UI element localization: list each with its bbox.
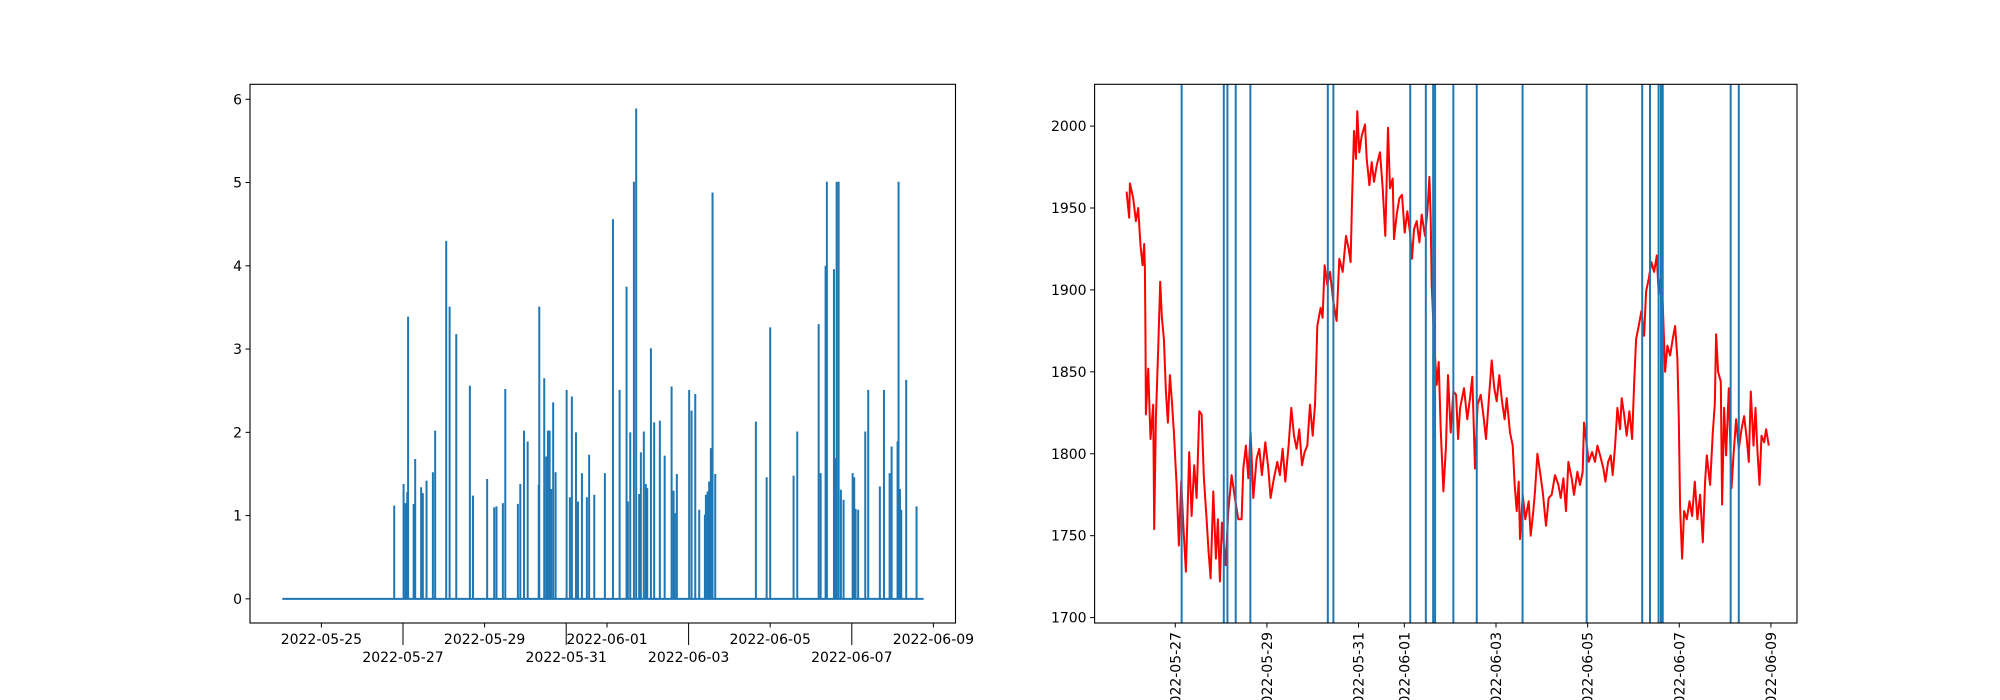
y-tick-label: 1900 (1051, 283, 1087, 299)
y-tick-label: 3 (233, 342, 242, 358)
x-tick-label: 2022-05-29 (1260, 632, 1276, 700)
x-tick-label: 2022-06-03 (1489, 632, 1505, 700)
y-tick-label: 1950 (1051, 201, 1087, 217)
x-tick-label: 2022-05-29 (444, 632, 525, 648)
x-tick-label: 2022-06-05 (1581, 632, 1597, 700)
y-tick-label: 1750 (1051, 529, 1087, 545)
right-chart-line: 1700 1750 1800 1850 1900 1950 2000 2022-05-27 20… (1051, 83, 1798, 700)
x-tick-label: 2022-06-03 (648, 650, 729, 666)
y-tick-label: 6 (233, 92, 242, 108)
y-tick-label: 1 (233, 509, 242, 525)
x-tick-label: 2022-06-07 (1672, 632, 1688, 700)
y-tick-label: 1800 (1051, 447, 1087, 463)
y-tick-label: 5 (233, 176, 242, 192)
plot-area (282, 108, 924, 600)
x-tick-label: 2022-06-07 (811, 650, 892, 666)
x-tick-label: 2022-06-01 (566, 632, 647, 648)
x-tick-label: 2022-06-05 (730, 632, 811, 648)
x-tick-label: 2022-05-25 (281, 632, 362, 648)
y-tick-label: 2 (233, 425, 242, 441)
x-tick-label: 2022-05-27 (362, 650, 443, 666)
plot-area (1125, 84, 1770, 623)
x-tick-label: 2022-05-31 (526, 650, 607, 666)
x-tick-label: 2022-06-09 (1764, 632, 1780, 700)
x-tick-label: 2022-05-27 (1168, 632, 1184, 700)
left-chart-spikes: 01234562022-05-252022-05-272022-05-29202… (233, 83, 974, 666)
x-tick-label: 2022-06-01 (1397, 632, 1413, 700)
y-tick-label: 2000 (1051, 119, 1087, 135)
x-tick-label: 2022-06-09 (893, 632, 974, 648)
y-tick-label: 4 (233, 259, 242, 275)
axes-frame (1094, 83, 1798, 624)
y-tick-label: 1850 (1051, 365, 1087, 381)
x-tick-label: 2022-05-31 (1352, 632, 1368, 700)
y-tick-label: 0 (233, 592, 242, 608)
price-line (1125, 110, 1770, 583)
y-tick-label: 1700 (1051, 611, 1087, 627)
axes-frame (249, 83, 957, 624)
